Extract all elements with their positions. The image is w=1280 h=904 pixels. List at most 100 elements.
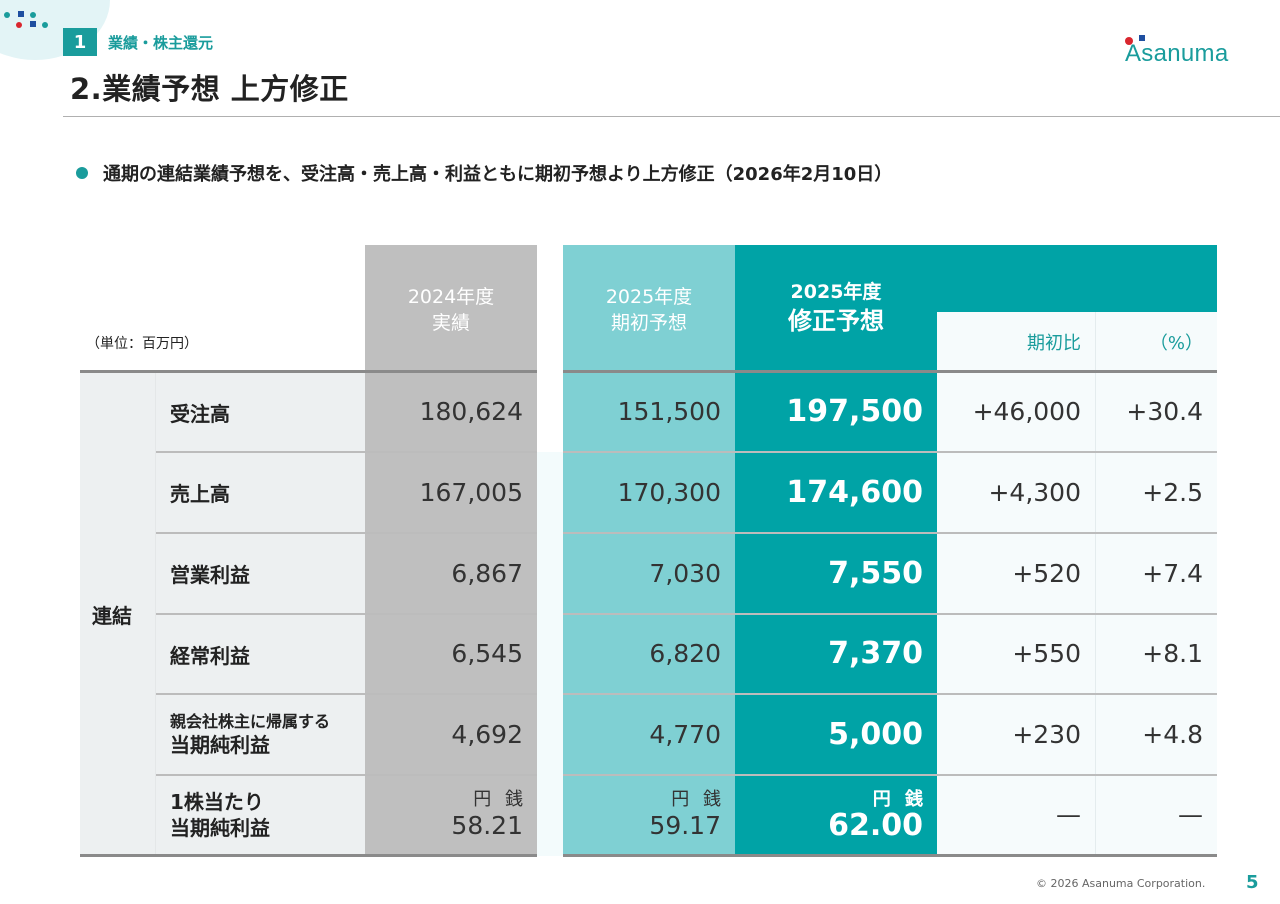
row-label-line1: 1株当たり xyxy=(170,790,264,814)
row-divider xyxy=(563,613,1217,615)
col-header-pct: （%） xyxy=(1096,312,1217,372)
cell-value: +46,000 xyxy=(972,397,1081,426)
cell-actual-2024: 6,867 xyxy=(365,534,523,613)
cell-value: +520 xyxy=(1012,558,1081,588)
cell-diff: +46,000 xyxy=(937,373,1081,451)
cell-initial-2025: 170,300 xyxy=(563,453,721,532)
row-label-text: 受注高 xyxy=(170,401,230,426)
row-label-sales: 売上高 xyxy=(170,453,230,532)
cell-pct: +8.1 xyxy=(1096,615,1203,693)
row-label-text: 経常利益 xyxy=(170,643,250,668)
cell-revised-2025: 5,000 xyxy=(735,695,923,774)
cell-initial-2025: 7,030 xyxy=(563,534,721,613)
row-divider xyxy=(563,774,1217,776)
cell-revised-2025: 197,500 xyxy=(735,373,923,451)
cell-pct: +30.4 xyxy=(1096,373,1203,451)
col-header-line1: 2025年度 xyxy=(790,281,882,303)
decor-dot-icon xyxy=(16,22,22,28)
cell-pct: +7.4 xyxy=(1096,534,1203,613)
cell-initial-2025: 151,500 xyxy=(563,373,721,451)
section-label: 業績・株主還元 xyxy=(108,34,214,52)
copyright: © 2026 Asanuma Corporation. xyxy=(1036,877,1206,890)
cell-initial-2025: 円 銭 59.17 xyxy=(563,776,721,854)
decor-square-icon xyxy=(18,11,24,17)
row-label-text: 売上高 xyxy=(170,482,230,506)
table-bottom-rule xyxy=(80,854,537,857)
cell-initial-2025: 4,770 xyxy=(563,695,721,774)
section-number-badge: 1 xyxy=(63,28,97,56)
col-header-line2: 実績 xyxy=(431,312,470,334)
row-label-text: 営業利益 xyxy=(170,563,250,587)
cell-pct: — xyxy=(1096,776,1203,854)
col-header-diff: 期初比 xyxy=(937,312,1095,372)
col-header-line2: 期初予想 xyxy=(610,312,687,334)
cell-value: — xyxy=(1056,800,1081,829)
cell-value: +7.4 xyxy=(1142,558,1203,588)
col-header-line1: 2025年度 xyxy=(605,286,693,308)
cell-value: 6,867 xyxy=(451,558,523,588)
cell-value: 174,600 xyxy=(786,474,923,510)
cell-value: 7,370 xyxy=(828,636,923,671)
unit-label: （単位：百万円） xyxy=(86,336,198,352)
col-header-line1: 2024年度 xyxy=(407,286,495,308)
cell-value: 197,500 xyxy=(786,394,923,429)
cell-value: 180,624 xyxy=(419,397,523,426)
decor-dot-icon xyxy=(4,12,10,18)
cell-value: 151,500 xyxy=(617,397,721,426)
cell-value: 7,550 xyxy=(828,555,923,591)
logo-text: Asanuma xyxy=(1125,40,1229,67)
row-divider xyxy=(156,693,537,695)
cell-revised-2025: 円 銭 62.00 xyxy=(735,776,923,854)
row-label-text: 当期純利益 xyxy=(170,732,270,757)
company-logo: Asanuma xyxy=(1125,32,1255,72)
cell-value: 6,820 xyxy=(649,639,721,668)
cell-initial-2025: 6,820 xyxy=(563,615,721,693)
row-label-text: 当期純利益 xyxy=(170,816,270,840)
header-rule xyxy=(80,370,537,373)
title-divider xyxy=(63,116,1280,117)
cell-value: 167,005 xyxy=(419,477,523,507)
cell-unit: 円 銭 xyxy=(473,789,527,810)
cell-value: +4,300 xyxy=(988,477,1081,507)
cell-revised-2025: 7,370 xyxy=(735,615,923,693)
cell-diff: +4,300 xyxy=(937,453,1081,532)
col-gap xyxy=(537,452,563,856)
cell-diff: +550 xyxy=(937,615,1081,693)
cell-unit: 円 銭 xyxy=(671,789,725,810)
col-bg-revised-2025 xyxy=(735,245,937,856)
header-band-comparison xyxy=(937,245,1217,312)
cell-value: 4,770 xyxy=(649,719,721,749)
cell-actual-2024: 円 銭 58.21 xyxy=(365,776,523,854)
col-bg-initial-2025 xyxy=(563,245,735,856)
group-label: 連結 xyxy=(92,604,132,628)
cell-value: 59.17 xyxy=(649,811,721,840)
cell-revised-2025: 7,550 xyxy=(735,534,923,613)
logo-blue-square-icon xyxy=(1139,35,1145,41)
row-label-operating-profit: 営業利益 xyxy=(170,534,250,613)
cell-pct: +4.8 xyxy=(1096,695,1203,774)
decor-dot-icon xyxy=(42,22,48,28)
cell-value: +2.5 xyxy=(1142,477,1203,507)
cell-diff: +230 xyxy=(937,695,1081,774)
col-header-initial-2025: 2025年度 期初予想 xyxy=(563,284,735,336)
cell-value: 170,300 xyxy=(617,477,721,507)
row-label-orders: 受注高 xyxy=(170,373,230,451)
cell-pct: +2.5 xyxy=(1096,453,1203,532)
summary-bullet: 通期の連結業績予想を、受注高・売上高・利益ともに期初予想より上方修正（2026年… xyxy=(76,160,892,186)
decor-square-icon xyxy=(30,21,36,27)
row-divider xyxy=(156,613,537,615)
row-label-net-income: 親会社株主に帰属する 当期純利益 xyxy=(170,695,330,774)
cell-revised-2025: 174,600 xyxy=(735,453,923,532)
group-label-cell xyxy=(80,372,156,856)
row-divider xyxy=(563,532,1217,534)
cell-diff: — xyxy=(937,776,1081,854)
cell-value: +8.1 xyxy=(1142,639,1203,668)
cell-value: 7,030 xyxy=(649,558,721,588)
logo-red-dot-icon xyxy=(1125,37,1133,45)
table-bottom-rule xyxy=(563,854,1217,857)
row-divider xyxy=(563,451,1217,453)
cell-actual-2024: 167,005 xyxy=(365,453,523,532)
row-divider xyxy=(563,693,1217,695)
cell-unit: 円 銭 xyxy=(872,789,927,810)
